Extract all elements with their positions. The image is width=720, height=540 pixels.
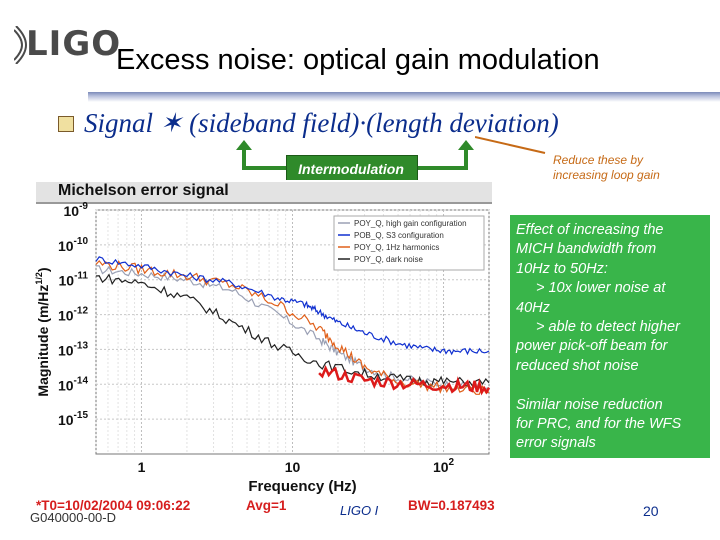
y-tick-label: 10-10	[58, 236, 88, 254]
legend-label: POB_Q, S3 configuration	[354, 231, 444, 240]
series-line	[95, 273, 490, 388]
y-tick-label: 10-14	[58, 375, 88, 393]
signal-equation: Signal ✶ (sideband field)·(length deviat…	[84, 108, 559, 138]
slide-title: Excess noise: optical gain modulation	[116, 44, 600, 76]
effect-note-line: Effect of increasing the	[516, 222, 664, 238]
y-tick-label: 10-9	[64, 202, 89, 219]
ligo-logo-mark	[14, 26, 28, 64]
chart-header-bar	[36, 182, 492, 204]
bullet-icon	[58, 116, 74, 132]
status-bandwidth: BW=0.187493	[408, 498, 495, 513]
x-tick-label: 10	[285, 459, 301, 475]
effect-note-text: Effect of increasing the MICH bandwidth f…	[516, 221, 710, 454]
chart-title: Michelson error signal	[58, 182, 229, 199]
legend-box	[333, 215, 485, 271]
y-axis-label: Magnitude (m/Hz1/2)	[34, 267, 51, 396]
footer-project: LIGO I	[340, 503, 379, 518]
intermodulation-arrows	[236, 140, 474, 170]
y-tick-label: 10-13	[58, 340, 88, 358]
effect-note-box	[510, 215, 710, 458]
intermodulation-label: Intermodulation	[298, 161, 404, 177]
series-line	[318, 364, 491, 396]
effect-note-line: MICH bandwidth from	[516, 241, 657, 258]
legend-label: POY_Q, high gain configuration	[354, 219, 467, 228]
effect-note-line: 10Hz to 50Hz:	[516, 260, 608, 277]
x-tick-label: 1	[138, 459, 146, 475]
legend-label: POY_Q, 1Hz harmonics	[354, 243, 439, 252]
x-tick-label: 102	[433, 457, 455, 475]
footer-document-id: G040000-00-D	[30, 510, 116, 525]
reduce-arrow	[475, 136, 546, 154]
y-tick-label: 10-15	[58, 410, 88, 428]
effect-note-line: power pick-off beam for	[516, 338, 668, 355]
ligo-logo: LIGO	[26, 24, 122, 64]
page-number: 20	[643, 503, 659, 519]
legend-label: POY_Q, dark noise	[354, 255, 423, 264]
title-rule	[88, 92, 720, 102]
effect-note-line: reduced shot noise	[516, 357, 639, 374]
effect-note-line: > able to detect higher	[536, 319, 680, 336]
effect-note-line: for PRC, and for the WFS	[516, 416, 682, 433]
x-axis-label: Frequency (Hz)	[248, 478, 356, 495]
effect-note-line	[516, 376, 710, 395]
reduce-note: Reduce these by increasing loop gain	[553, 153, 660, 182]
y-tick-label: 10-12	[58, 306, 88, 324]
series-line	[95, 256, 490, 356]
status-date: *T0=10/02/2004 09:06:22	[36, 498, 191, 513]
spectrum-chart: 10-9 10-10 10-11 10-12 10-13 10-14 10-15 1 10 102…	[34, 202, 491, 495]
effect-note-line: > 10x lower noise at	[536, 280, 666, 297]
effect-note-line: Similar noise reduction	[516, 396, 663, 413]
y-tick-label: 10-11	[59, 271, 89, 289]
status-avg: Avg=1	[246, 498, 287, 513]
effect-note-line: error signals	[516, 435, 596, 452]
effect-note-line: 40Hz	[516, 299, 550, 316]
